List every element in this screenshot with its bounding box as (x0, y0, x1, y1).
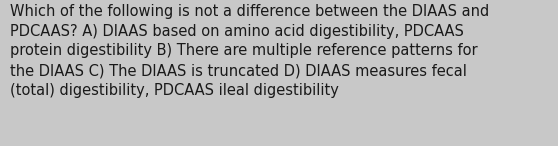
Text: Which of the following is not a difference between the DIAAS and
PDCAAS? A) DIAA: Which of the following is not a differen… (10, 4, 489, 98)
